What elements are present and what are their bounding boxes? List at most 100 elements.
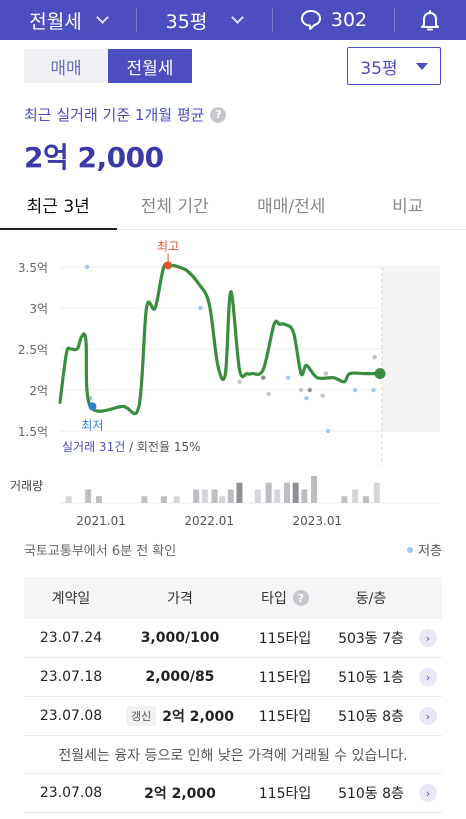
- chevron-right-icon[interactable]: ›: [419, 784, 437, 802]
- volume-bar: [362, 496, 369, 503]
- y-tick-label: 2억: [29, 384, 48, 398]
- caret-down-icon: [415, 62, 428, 70]
- size-select[interactable]: 35평: [347, 47, 441, 85]
- row-type: 115타입: [258, 631, 312, 647]
- trade-point: [371, 387, 376, 393]
- help-icon[interactable]: ?: [292, 590, 309, 606]
- trade-point: [298, 387, 304, 393]
- y-tick-label: 2.5억: [18, 343, 48, 357]
- trade-point: [372, 355, 377, 360]
- y-tick-label: 3.5억: [18, 261, 48, 275]
- talk-count: 302: [330, 9, 368, 31]
- tab-all-period[interactable]: 전체 기간: [140, 197, 209, 217]
- size-dropdown[interactable]: 35평: [136, 0, 272, 40]
- trade-point: [266, 391, 271, 397]
- info-row: 국토교통부에서 6분 전 확인 저층: [24, 540, 442, 559]
- row-price-cell: 갱신 2억 2,000: [118, 706, 242, 726]
- volume-bar: [274, 489, 281, 503]
- bell-icon: [421, 10, 439, 31]
- row-dong: 510동 1층: [338, 670, 404, 686]
- high-point: [164, 261, 173, 270]
- row-dong: 510동 8층: [338, 786, 404, 802]
- deal-tabs: 매매 전월세: [24, 49, 192, 83]
- row-dong: 503동 7층: [338, 631, 404, 647]
- chevron-right-icon[interactable]: ›: [419, 668, 437, 686]
- size-label: 35평: [165, 10, 208, 33]
- trade-point: [237, 379, 242, 384]
- table-header: 계약일 가격 타입 ? 동/층: [24, 577, 442, 619]
- volume-bar: [211, 489, 218, 503]
- trade-point: [323, 371, 329, 376]
- size-select-value: 35평: [360, 58, 398, 79]
- header-type: 타입 ?: [242, 588, 328, 608]
- trade-point: [320, 393, 325, 398]
- notification-button[interactable]: [394, 0, 466, 40]
- volume-bar: [65, 496, 72, 503]
- table-row[interactable]: 23.07.08 갱신 2억 2,000 115타입 510동 8층 ›: [24, 697, 442, 736]
- x-tick-label: 2022.01: [184, 514, 234, 528]
- legend-low-floor-label: 저층: [418, 544, 442, 559]
- x-tick-label: 2021.01: [76, 514, 126, 528]
- table-row[interactable]: 23.07.18 2,000/85 115타입 510동 1층 ›: [24, 658, 442, 697]
- average-label: 최근 실거래 기준 1개월 평균 ?: [24, 104, 227, 125]
- y-tick-label: 3억: [29, 302, 48, 316]
- header-dong: 동/층: [355, 591, 387, 607]
- volume-bar: [341, 496, 348, 503]
- row-price: 3,000/100: [140, 630, 220, 646]
- low-floor-dot-icon: [407, 546, 414, 553]
- speech-bubble-icon: [300, 10, 321, 30]
- x-tick-label: 2023.01: [292, 514, 342, 528]
- top-bar: 전월세 35평 302: [0, 0, 466, 40]
- trade-point: [304, 396, 309, 401]
- header-date: 계약일: [51, 591, 91, 607]
- table-row[interactable]: 23.07.08 2억 2,000 115타입 510동 8층 ›: [24, 774, 442, 813]
- chevron-down-icon: [231, 11, 245, 24]
- tab-sale[interactable]: 매매: [24, 49, 108, 83]
- trade-point: [198, 305, 203, 311]
- rent-notice: 전월세는 융자 등으로 인해 낮은 가격에 거래될 수 있습니다.: [24, 736, 442, 774]
- table-row[interactable]: 23.07.24 3,000/100 115타입 503동 7층 ›: [24, 619, 442, 658]
- tab-recent-3y[interactable]: 최근 3년: [0, 180, 117, 230]
- average-price: 2억 2,000: [24, 141, 164, 174]
- tab-rent[interactable]: 전월세: [108, 49, 192, 83]
- row-type: 115타입: [258, 670, 312, 686]
- trade-point: [285, 375, 291, 380]
- help-icon[interactable]: ?: [210, 106, 227, 123]
- volume-bar: [219, 496, 226, 503]
- row-date: 23.07.24: [39, 630, 103, 646]
- trade-point: [84, 264, 90, 270]
- current-point: [374, 368, 386, 380]
- y-tick-label: 1.5억: [18, 425, 48, 439]
- trade-point: [261, 375, 266, 380]
- row-type: 115타입: [258, 786, 312, 802]
- header-price: 가격: [167, 591, 193, 607]
- volume-bar: [193, 489, 200, 503]
- volume-bar: [292, 482, 299, 503]
- transaction-table: 계약일 가격 타입 ? 동/층 23.07.24 3,000/100 115타입…: [24, 577, 442, 813]
- volume-bar: [311, 476, 318, 503]
- trade-point: [307, 387, 312, 393]
- volume-bar: [141, 496, 148, 503]
- chevron-right-icon[interactable]: ›: [419, 707, 437, 725]
- header-type-label: 타입: [261, 591, 287, 607]
- row-price: 2억 2,000: [162, 709, 235, 725]
- volume-bar: [265, 482, 272, 503]
- legend-low-floor: 저층: [407, 540, 442, 559]
- trade-point: [352, 387, 358, 393]
- volume-bar: [284, 482, 291, 503]
- talk-button[interactable]: 302: [272, 0, 394, 40]
- trade-count-text: 실거래 31건 / 회전율 15%: [62, 440, 201, 454]
- chevron-right-icon[interactable]: ›: [419, 629, 437, 647]
- volume-bar: [301, 489, 308, 503]
- volume-bar: [227, 489, 234, 503]
- low-point: [88, 402, 97, 411]
- tab-sale-rent[interactable]: 매매/전세: [257, 197, 326, 217]
- volume-bar: [201, 489, 208, 503]
- volume-bar: [254, 489, 261, 503]
- volume-bar: [352, 489, 359, 503]
- deal-type-label: 전월세: [29, 10, 82, 33]
- deal-type-dropdown[interactable]: 전월세: [0, 0, 136, 40]
- tab-compare[interactable]: 비교: [392, 197, 424, 217]
- row-date: 23.07.08: [39, 708, 103, 724]
